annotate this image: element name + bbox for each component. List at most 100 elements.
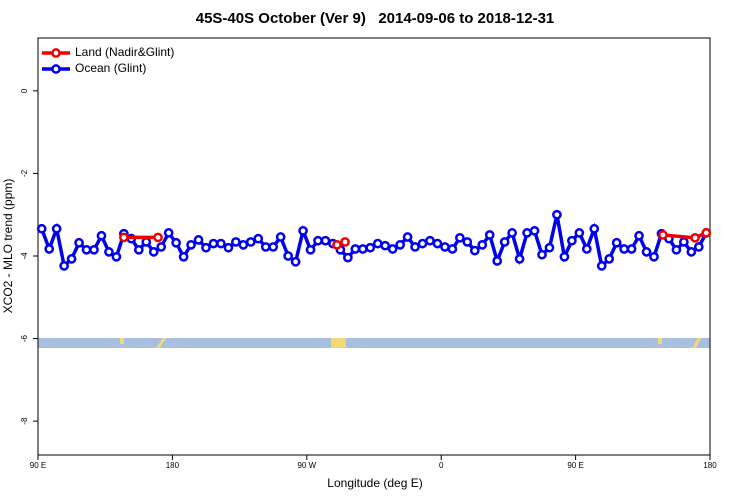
data-point (574, 228, 585, 238)
data-point (36, 223, 47, 234)
ocean-strip (38, 338, 710, 348)
data-point (365, 242, 376, 253)
data-point (701, 228, 712, 238)
data-point (641, 247, 652, 257)
data-point (395, 239, 405, 250)
data-point (66, 254, 77, 264)
x-axis-label: Longitude (deg E) (327, 476, 422, 490)
data-point (313, 235, 323, 246)
chart-title: 45S-40S October (Ver 9) 2014-09-06 to 20… (196, 10, 555, 27)
data-point (208, 238, 219, 249)
surface-strip (38, 338, 710, 348)
x-tick-label: 90 E (567, 461, 583, 470)
data-point (552, 209, 562, 220)
data-point (649, 251, 659, 262)
y-tick-label: -4 (20, 252, 29, 260)
data-point (544, 242, 555, 253)
data-point (671, 244, 682, 255)
data-point (119, 232, 129, 243)
data-point (104, 247, 114, 257)
data-point (133, 244, 144, 255)
data-point (372, 238, 383, 249)
data-point (440, 242, 450, 252)
land-strip (156, 338, 166, 348)
land-strip (692, 338, 701, 348)
data-point (216, 238, 226, 249)
data-point (410, 242, 420, 252)
data-point (380, 240, 391, 251)
data-point (604, 254, 615, 264)
data-point (260, 242, 271, 252)
data-point (477, 239, 488, 250)
data-point (581, 244, 592, 254)
data-point (141, 237, 152, 247)
data-point (626, 244, 637, 254)
data-point (163, 228, 174, 238)
legend-label: Ocean (Glint) (75, 61, 146, 75)
data-point (343, 252, 353, 263)
y-tick-label: -2 (20, 169, 29, 177)
data-point (507, 228, 517, 238)
data-point (357, 244, 368, 254)
land-strip (331, 338, 346, 348)
data-point (686, 247, 697, 257)
data-point (96, 230, 107, 241)
data-point (305, 244, 316, 255)
data-point (447, 244, 458, 254)
data-point (153, 232, 163, 243)
data-point (74, 237, 84, 248)
data-point (462, 237, 473, 247)
data-point (350, 244, 361, 254)
data-point (44, 244, 55, 254)
x-tick-label: 180 (703, 461, 717, 470)
data-point (693, 242, 704, 252)
data-point (298, 225, 308, 236)
y-axis-label: XCO2 - MLO trend (ppm) (1, 179, 15, 314)
data-point (484, 230, 495, 240)
data-point (231, 237, 241, 247)
data-point (611, 237, 622, 248)
data-point (417, 238, 428, 249)
data-point (514, 254, 525, 264)
data-point (245, 237, 256, 247)
data-point (201, 242, 211, 253)
data-point (332, 239, 342, 250)
data-point (679, 237, 689, 247)
x-tick-label: 180 (166, 461, 180, 470)
data-point (619, 244, 629, 254)
data-point (320, 235, 331, 246)
data-point (492, 256, 503, 266)
data-point (283, 251, 293, 261)
data-point (275, 232, 286, 242)
data-point (589, 223, 600, 234)
x-tick-label: 90 E (30, 461, 46, 470)
legend-marker (51, 64, 61, 74)
data-point (178, 251, 189, 262)
data-point (59, 261, 69, 271)
data-point (522, 228, 532, 238)
data-point (186, 239, 196, 250)
data-point (148, 247, 159, 257)
data-point (340, 237, 350, 247)
data-point (193, 235, 204, 245)
data-point (268, 242, 279, 252)
data-point (387, 244, 398, 254)
x-tick-label: 90 W (297, 461, 316, 470)
data-point (425, 235, 435, 246)
x-tick-label: 0 (439, 461, 444, 470)
legend-marker (51, 48, 61, 58)
data-point (402, 232, 413, 242)
data-point (238, 239, 249, 250)
data-point (156, 242, 167, 252)
legend-label: Land (Nadir&Glint) (75, 45, 174, 59)
data-point (499, 237, 510, 247)
data-point (290, 256, 301, 267)
data-point (634, 230, 644, 241)
plot-frame (37, 37, 711, 456)
data-point (81, 244, 92, 255)
data-point (111, 251, 122, 262)
y-tick-label: -6 (20, 334, 29, 342)
land-strip (120, 338, 124, 344)
data-point (537, 249, 547, 260)
